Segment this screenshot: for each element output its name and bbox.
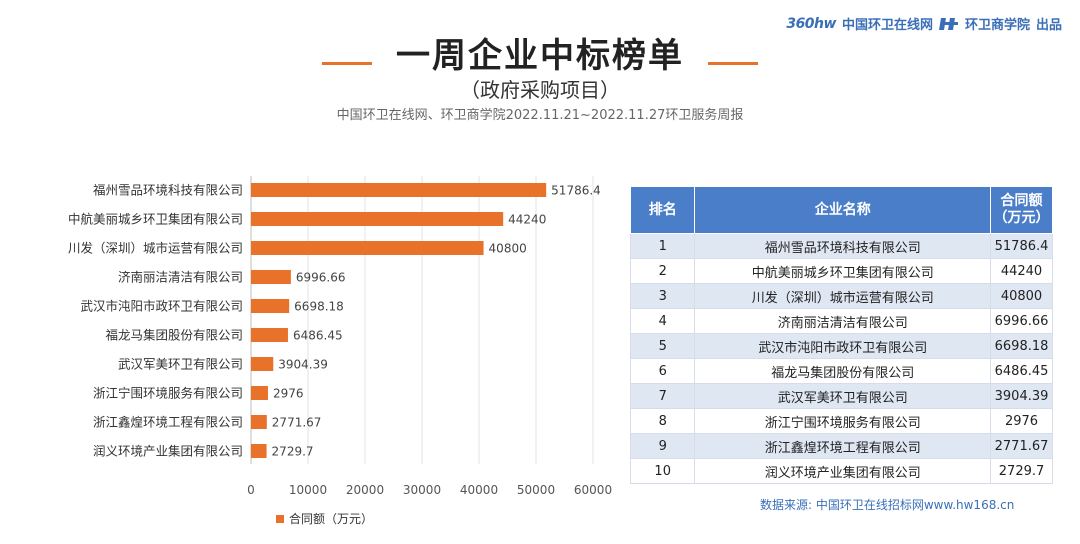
cell-amount: 6698.18 — [990, 333, 1053, 359]
cell-rank: 4 — [629, 308, 696, 334]
x-tick-label: 40000 — [460, 483, 498, 497]
table-row: 2 中航美丽城乡环卫集团有限公司 44240 — [629, 258, 1053, 284]
bar — [251, 328, 288, 342]
huanwei-logo-icon — [938, 17, 958, 30]
category-label: 中航美丽城乡环卫集团有限公司 — [68, 212, 243, 227]
report-caption: 中国环卫在线网、环卫商学院2022.11.21~2022.11.27环卫服务周报 — [336, 108, 744, 123]
x-tick-label: 10000 — [289, 483, 327, 497]
value-label: 6996.66 — [296, 271, 346, 285]
x-tick-label: 20000 — [346, 483, 384, 497]
value-label: 40800 — [489, 242, 527, 256]
cell-amount: 2976 — [990, 408, 1053, 434]
cell-rank: 3 — [629, 283, 696, 309]
cell-amount: 6486.45 — [990, 358, 1053, 384]
value-label: 2976 — [273, 387, 304, 401]
value-label: 2771.67 — [272, 416, 322, 430]
cell-rank: 7 — [629, 383, 696, 409]
table-row: 8 浙江宁围环境服务有限公司 2976 — [629, 408, 1053, 434]
cell-rank: 10 — [629, 458, 696, 484]
title-decor-right — [708, 62, 758, 65]
bar — [251, 270, 291, 284]
cell-company: 武汉市沌阳市政环卫有限公司 — [694, 333, 992, 359]
table-header-row: 排名 企业名称 合同额 （万元） — [629, 186, 1053, 234]
logo-360hw: 360hw — [786, 15, 836, 32]
category-label: 福州雪品环境科技有限公司 — [93, 183, 243, 198]
value-label: 44240 — [508, 213, 546, 227]
category-label: 济南丽洁清洁有限公司 — [118, 270, 243, 285]
x-tick-label: 30000 — [403, 483, 441, 497]
bar — [251, 415, 267, 429]
category-label: 川发（深圳）城市运营有限公司 — [68, 241, 243, 256]
x-tick-label: 0 — [247, 483, 255, 497]
header-amount-line1: 合同额 — [1000, 193, 1043, 209]
table-row: 10 润义环境产业集团有限公司 2729.7 — [629, 458, 1053, 484]
category-label: 武汉市沌阳市政环卫有限公司 — [80, 299, 243, 314]
brand-suffix: 出品 — [1035, 18, 1062, 33]
bar — [251, 212, 504, 226]
value-label: 6486.45 — [293, 329, 343, 343]
bar — [251, 183, 547, 197]
value-label: 6698.18 — [294, 300, 344, 314]
category-label: 浙江鑫煌环境工程有限公司 — [93, 415, 243, 430]
table-row: 7 武汉军美环卫有限公司 3904.39 — [629, 383, 1053, 409]
header-amount: 合同额 （万元） — [990, 186, 1053, 234]
cell-rank: 1 — [629, 233, 696, 259]
page-subtitle: （政府采购项目） — [460, 78, 620, 102]
table-row: 9 浙江鑫煌环境工程有限公司 2771.67 — [629, 433, 1053, 459]
brand-bar: 360hw 中国环卫在线网 环卫商学院 出品 — [786, 14, 1062, 34]
category-label: 武汉军美环卫有限公司 — [118, 357, 243, 372]
bar — [251, 444, 267, 458]
category-label: 浙江宁围环境服务有限公司 — [93, 386, 243, 401]
cell-amount: 40800 — [990, 283, 1053, 309]
cell-rank: 8 — [629, 408, 696, 434]
cell-amount: 51786.4 — [990, 233, 1053, 259]
bar — [251, 299, 290, 313]
cell-company: 川发（深圳）城市运营有限公司 — [694, 283, 992, 309]
bar — [251, 357, 274, 371]
cell-amount: 2729.7 — [990, 458, 1053, 484]
cell-amount: 44240 — [990, 258, 1053, 284]
table-row: 4 济南丽洁清洁有限公司 6996.66 — [629, 308, 1053, 334]
category-label: 福龙马集团股份有限公司 — [105, 328, 243, 343]
cell-company: 福州雪品环境科技有限公司 — [694, 233, 992, 259]
bar-chart: 0 10000 20000 30000 40000 50000 60000 福州雪品环境科技有… — [68, 176, 612, 526]
x-tick-label: 60000 — [574, 483, 612, 497]
cell-rank: 6 — [629, 358, 696, 384]
table-row: 3 川发（深圳）城市运营有限公司 40800 — [629, 283, 1053, 309]
cell-company: 福龙马集团股份有限公司 — [694, 358, 992, 384]
table-row: 6 福龙马集团股份有限公司 6486.45 — [629, 358, 1053, 384]
title-decor-left — [322, 62, 372, 65]
header-amount-line2: （万元） — [993, 210, 1050, 226]
bar — [251, 386, 268, 400]
legend-swatch — [276, 515, 284, 523]
cell-amount: 2771.67 — [990, 433, 1053, 459]
value-label: 51786.4 — [551, 184, 601, 198]
data-source: 数据来源: 中国环卫在线招标网www.hw168.cn — [760, 498, 1015, 512]
cell-rank: 9 — [629, 433, 696, 459]
cell-company: 润义环境产业集团有限公司 — [694, 458, 992, 484]
value-label: 3904.39 — [278, 358, 328, 372]
table-row: 5 武汉市沌阳市政环卫有限公司 6698.18 — [629, 333, 1053, 359]
brand-school-name: 环卫商学院 — [964, 18, 1030, 33]
cell-rank: 5 — [629, 333, 696, 359]
legend-label: 合同额（万元） — [289, 511, 373, 526]
page-title: 一周企业中标榜单 — [396, 36, 684, 76]
cell-company: 武汉军美环卫有限公司 — [694, 383, 992, 409]
ranking-table: 排名 企业名称 合同额 （万元） 1 福州雪品环境科技有限公司 51786.4 2 中航… — [629, 186, 1053, 484]
cell-company: 中航美丽城乡环卫集团有限公司 — [694, 258, 992, 284]
cell-company: 浙江宁围环境服务有限公司 — [694, 408, 992, 434]
brand-site-name: 中国环卫在线网 — [841, 18, 933, 33]
category-label: 润义环境产业集团有限公司 — [93, 444, 243, 459]
cell-rank: 2 — [629, 258, 696, 284]
x-tick-label: 50000 — [517, 483, 555, 497]
cell-company: 济南丽洁清洁有限公司 — [694, 308, 992, 334]
cell-amount: 3904.39 — [990, 383, 1053, 409]
header-company: 企业名称 — [694, 186, 992, 234]
header-rank: 排名 — [629, 186, 696, 234]
bar — [251, 241, 484, 255]
value-label: 2729.7 — [272, 445, 314, 459]
cell-company: 浙江鑫煌环境工程有限公司 — [694, 433, 992, 459]
table-row: 1 福州雪品环境科技有限公司 51786.4 — [629, 233, 1053, 259]
cell-amount: 6996.66 — [990, 308, 1053, 334]
